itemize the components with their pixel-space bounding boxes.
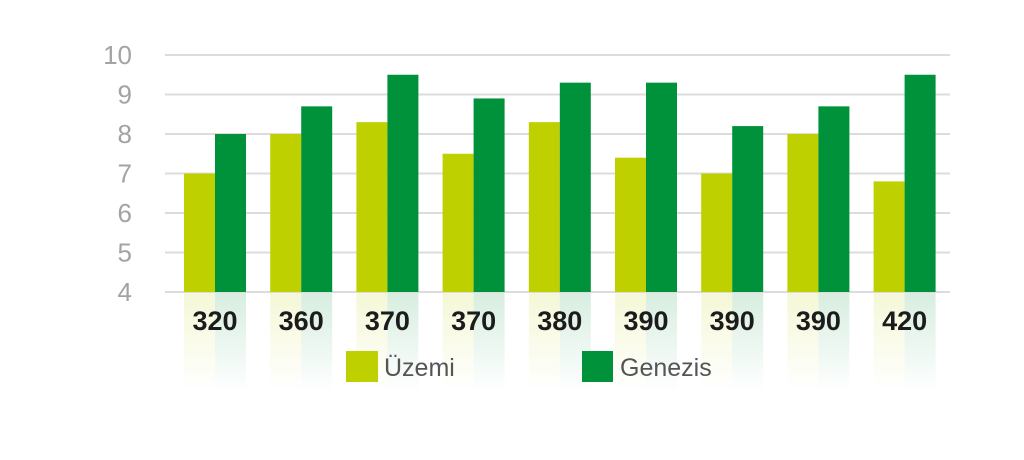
bar-uzemi (701, 173, 733, 292)
bar-genezis (301, 106, 333, 292)
bars (184, 74, 936, 293)
bar-genezis (215, 134, 246, 292)
bar-uzemi (270, 134, 302, 292)
x-tick-label: 370 (451, 306, 496, 336)
y-tick-label: 7 (118, 159, 132, 189)
bar-uzemi (873, 181, 905, 292)
bar-reflection (787, 292, 819, 392)
y-tick-label: 4 (118, 277, 132, 307)
bar-reflection (615, 292, 646, 392)
bar-genezis (904, 74, 936, 292)
bar-uzemi (615, 157, 646, 292)
bar-genezis (559, 82, 591, 293)
legend-label-genezis: Genezis (620, 354, 712, 382)
bar-genezis (818, 106, 850, 292)
y-tick-label: 10 (103, 40, 132, 70)
x-tick-label: 390 (710, 306, 755, 336)
bar-reflection (818, 292, 850, 392)
bar-genezis (387, 74, 419, 292)
y-tick-label: 8 (118, 119, 132, 149)
bar-reflection (301, 292, 333, 392)
y-tick-label: 6 (118, 198, 132, 228)
bar-reflection (215, 292, 246, 392)
bar-uzemi (787, 134, 819, 292)
x-tick-label: 360 (279, 306, 324, 336)
y-axis-ticks: 4 5 6 7 8 9 10 (103, 40, 132, 307)
x-axis-ticks: 320 360 370 370 380 390 390 390 420 (192, 306, 927, 336)
bar-reflection (473, 292, 505, 392)
bar-genezis (732, 126, 764, 292)
y-tick-label: 9 (118, 80, 132, 110)
bar-uzemi (356, 122, 388, 293)
bar-genezis (646, 82, 677, 293)
bar-uzemi (528, 122, 560, 293)
bar-reflection (732, 292, 764, 392)
bar-reflection (270, 292, 302, 392)
x-tick-label: 390 (796, 306, 841, 336)
x-tick-label: 320 (192, 306, 237, 336)
bar-reflection (442, 292, 474, 392)
legend-label-uzemi: Üzemi (384, 354, 455, 382)
bar-reflection (646, 292, 677, 392)
x-tick-label: 390 (623, 306, 668, 336)
legend-swatch-uzemi (346, 351, 378, 382)
y-tick-label: 5 (118, 238, 132, 268)
bar-uzemi (442, 153, 474, 292)
bar-uzemi (184, 173, 215, 292)
bar-reflection (873, 292, 905, 392)
bar-reflection (904, 292, 936, 392)
legend-swatch-genezis (582, 351, 613, 382)
x-tick-label: 420 (882, 306, 927, 336)
bar-genezis (473, 98, 505, 292)
x-tick-label: 370 (365, 306, 410, 336)
bar-reflection (701, 292, 733, 392)
bar-reflection (184, 292, 215, 392)
x-tick-label: 380 (537, 306, 582, 336)
legend: Üzemi Genezis (346, 351, 712, 382)
bar-reflection (528, 292, 560, 392)
bar-reflection (387, 292, 419, 392)
